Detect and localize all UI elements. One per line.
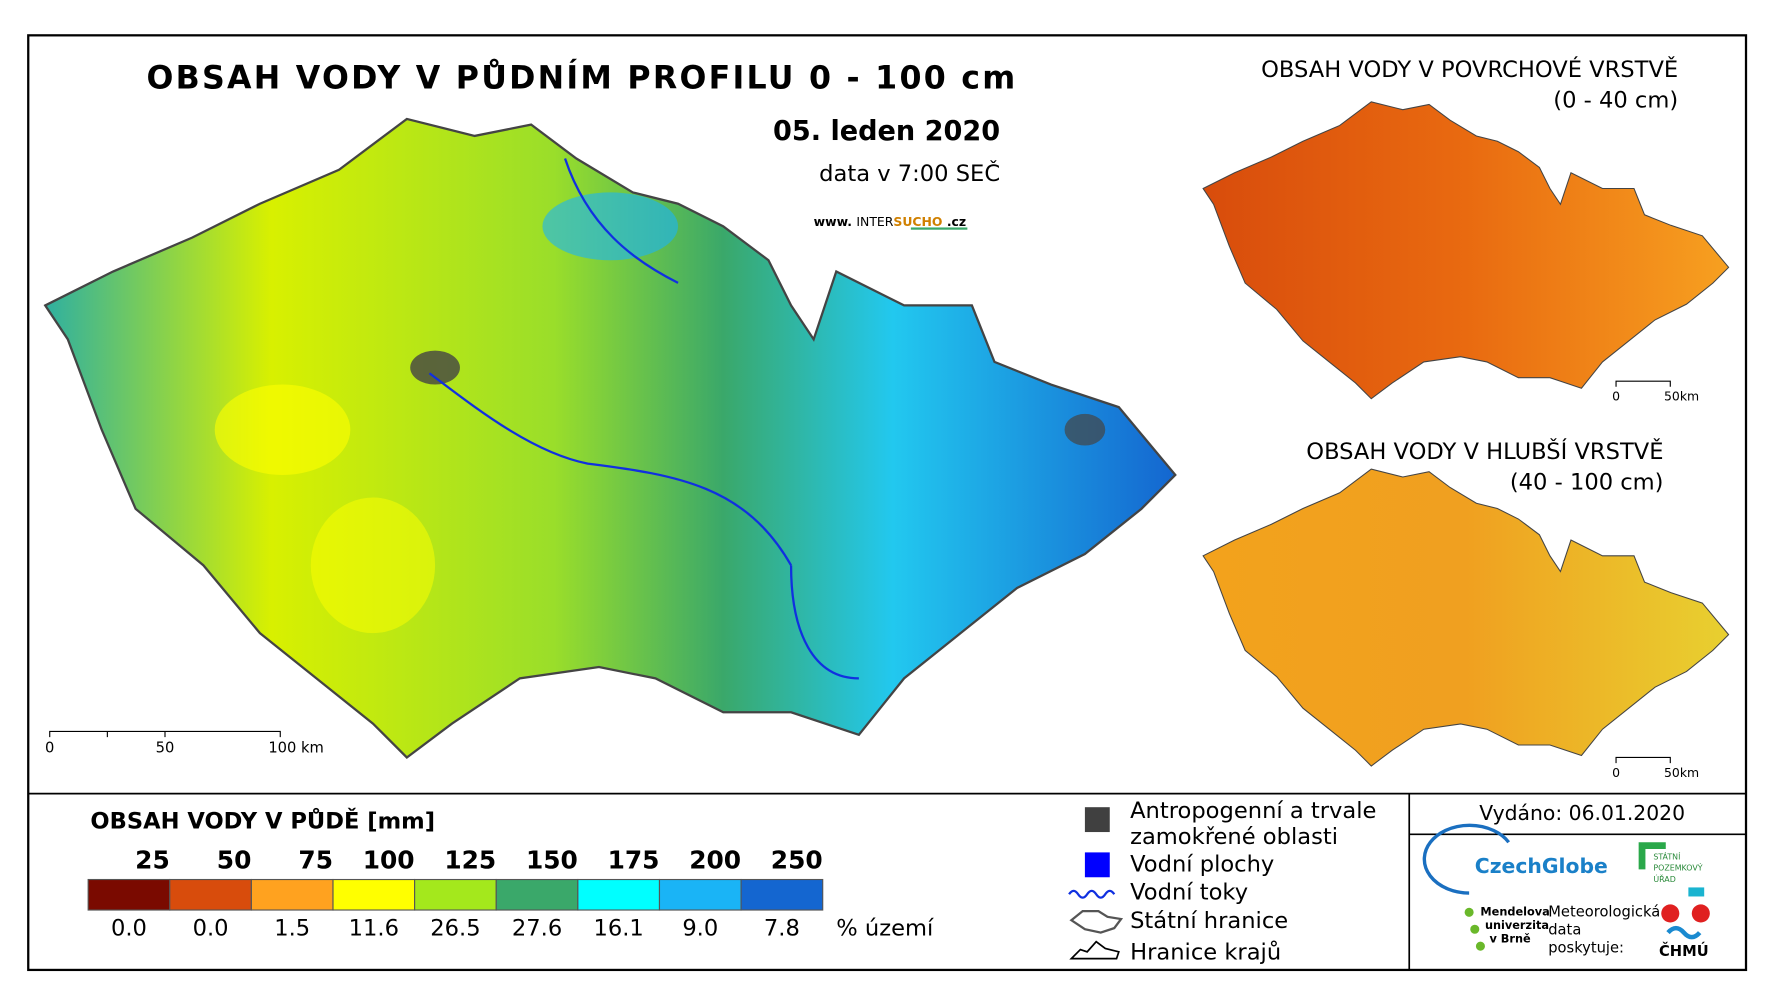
chmu-logo-mark <box>1691 904 1710 923</box>
mendelu-dot <box>1464 907 1474 917</box>
main-map <box>44 117 1177 759</box>
legend-percentage: 7.8 <box>764 916 800 942</box>
scale-label: 50km <box>1664 388 1699 403</box>
legend-percentage: 27.6 <box>512 916 562 942</box>
symbol-label: Státní hranice <box>1130 908 1288 934</box>
legend-percentage: 9.0 <box>682 916 718 942</box>
scale-label: 50km <box>1664 765 1699 780</box>
meteo-credit: Meteorologická <box>1548 903 1660 920</box>
scale-bar <box>1615 380 1671 387</box>
legend-threshold: 75 <box>298 845 333 874</box>
website-underline <box>910 227 968 230</box>
legend: 25 50 75 100 125 150 175 200 250 0.0 0.0 1.5 11.6 26.… <box>87 845 824 942</box>
inset-subtitle: (0 - 40 cm) <box>1553 87 1678 113</box>
legend-threshold: 25 <box>135 845 170 874</box>
symbol-label: Vodní toky <box>1130 880 1248 906</box>
inset-title: OBSAH VODY V HLUBŠÍ VRSTVĚ <box>1306 437 1663 465</box>
spu-logo: POZEMKOVÝ <box>1653 862 1702 873</box>
mendelu-logo: univerzita <box>1485 919 1549 932</box>
legend-percentage: 11.6 <box>349 916 399 942</box>
legend-percentage: 0.0 <box>193 916 229 942</box>
symbol-label: Hranice krajů <box>1130 938 1281 965</box>
legend-threshold: 250 <box>771 845 823 874</box>
icon-state-border <box>1069 910 1124 934</box>
chmu-logo-mark <box>1688 887 1705 897</box>
spu-logo: STÁTNÍ <box>1653 850 1681 861</box>
symbol-label: zamokřené oblasti <box>1130 824 1338 850</box>
czechglobe-logo-arc <box>1422 823 1511 895</box>
icon-water-bodies <box>1084 852 1110 878</box>
chmu-logo-mark <box>1661 904 1680 923</box>
legend-threshold: 150 <box>526 845 578 874</box>
legend-percentage: 16.1 <box>594 916 644 942</box>
mendelu-logo: v Brně <box>1489 932 1531 945</box>
legend-swatch <box>658 878 742 911</box>
scale-bar <box>49 730 281 738</box>
legend-swatch <box>740 878 824 911</box>
issued-date: Vydáno: 06.01.2020 <box>1479 801 1685 825</box>
meteo-credit: poskytuje: <box>1548 939 1624 956</box>
legend-title: OBSAH VODY V PŮDĚ [mm] <box>90 806 435 834</box>
scale-label: 0 <box>1612 765 1620 780</box>
scale-label: 50 <box>156 739 175 756</box>
inset-title: OBSAH VODY V POVRCHOVÉ VRSTVĚ <box>1261 55 1678 83</box>
legend-threshold: 50 <box>217 845 252 874</box>
frame <box>27 34 1748 972</box>
chmu-logo-mark <box>1666 925 1702 940</box>
icon-anthropogenic <box>1084 807 1110 833</box>
legend-percentage: 0.0 <box>111 916 147 942</box>
legend-swatch <box>169 878 252 911</box>
legend-percentage: 1.5 <box>274 916 310 942</box>
legend-threshold: 125 <box>444 845 496 874</box>
spu-logo-mark <box>1638 842 1666 870</box>
scale-label: 0 <box>45 739 54 756</box>
main-title: OBSAH VODY V PŮDNÍM PROFILU 0 - 100 cm <box>147 57 1018 96</box>
scale-label: 100 km <box>268 739 324 756</box>
legend-threshold: 175 <box>608 845 660 874</box>
inset-subtitle: (40 - 100 cm) <box>1510 469 1664 495</box>
icon-rivers <box>1068 889 1116 899</box>
legend-percentage: 26.5 <box>430 916 480 942</box>
symbol-label: Vodní plochy <box>1130 851 1274 877</box>
legend-unit: % území <box>836 916 934 942</box>
legend-swatch <box>495 878 579 911</box>
website: www. INTERSUCHO .cz <box>814 213 966 228</box>
chmu-logo: ČHMÚ <box>1659 942 1709 960</box>
czechglobe-logo: CzechGlobe <box>1475 854 1608 878</box>
symbol-label: Antropogenní a trvale <box>1130 798 1376 824</box>
legend-swatch <box>577 878 661 911</box>
data-time: data v 7:00 SEČ <box>819 159 1000 187</box>
meteo-credit: data <box>1548 921 1581 938</box>
legend-swatch <box>87 878 171 911</box>
spu-logo: ÚŘAD <box>1653 873 1675 884</box>
mendelu-dot <box>1470 924 1480 934</box>
legend-swatch <box>332 878 416 911</box>
legend-swatch <box>414 878 497 911</box>
mendelu-logo: Mendelova <box>1480 905 1549 918</box>
legend-threshold: 200 <box>689 845 741 874</box>
icon-region-border <box>1069 940 1120 960</box>
map-date: 05. leden 2020 <box>773 116 1000 147</box>
legend-threshold: 100 <box>363 845 415 874</box>
scale-bar <box>1615 756 1671 764</box>
legend-swatch <box>250 878 334 911</box>
mendelu-dot <box>1475 941 1485 951</box>
scale-label: 0 <box>1612 388 1620 403</box>
